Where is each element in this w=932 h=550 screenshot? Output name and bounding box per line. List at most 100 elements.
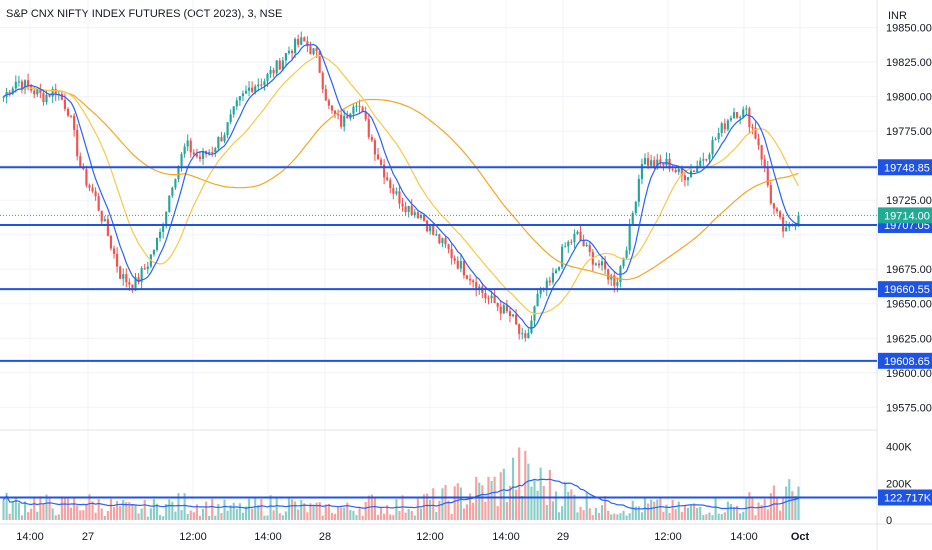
candle-body[interactable] <box>505 305 508 312</box>
candle-body[interactable] <box>211 152 214 154</box>
candle-body[interactable] <box>674 169 677 173</box>
candle-body[interactable] <box>73 115 76 130</box>
candle-body[interactable] <box>631 213 634 225</box>
candle-body[interactable] <box>180 154 183 167</box>
candle-body[interactable] <box>395 191 398 194</box>
candle-body[interactable] <box>143 268 146 270</box>
candle-body[interactable] <box>17 81 20 83</box>
candle-body[interactable] <box>183 146 186 155</box>
candle-body[interactable] <box>155 237 159 251</box>
candle-body[interactable] <box>508 311 512 317</box>
candle-body[interactable] <box>711 140 714 155</box>
candle-body[interactable] <box>198 156 202 159</box>
candle-body[interactable] <box>717 132 720 140</box>
candle-body[interactable] <box>103 219 106 222</box>
candle-body[interactable] <box>742 109 745 118</box>
candle-body[interactable] <box>79 156 82 167</box>
candle-body[interactable] <box>699 160 702 167</box>
candle-body[interactable] <box>367 119 370 137</box>
candle-body[interactable] <box>450 249 453 259</box>
candle-body[interactable] <box>518 324 521 334</box>
candle-body[interactable] <box>530 320 533 334</box>
candle-body[interactable] <box>223 135 226 142</box>
candle-body[interactable] <box>131 284 134 291</box>
candle-body[interactable] <box>524 333 527 338</box>
candle-body[interactable] <box>128 282 131 285</box>
candle-body[interactable] <box>340 114 343 127</box>
candle-body[interactable] <box>33 90 36 95</box>
candle-body[interactable] <box>330 105 334 111</box>
candle-body[interactable] <box>106 219 109 236</box>
candle-body[interactable] <box>413 212 416 216</box>
candle-body[interactable] <box>321 72 324 90</box>
candle-body[interactable] <box>85 169 88 186</box>
candle-body[interactable] <box>582 240 585 247</box>
candle-body[interactable] <box>171 187 174 196</box>
candle-body[interactable] <box>714 139 717 141</box>
candle-body[interactable] <box>158 231 162 238</box>
candle-body[interactable] <box>594 263 597 265</box>
candle-body[interactable] <box>309 46 312 55</box>
candle-body[interactable] <box>422 214 426 221</box>
candle-body[interactable] <box>303 37 306 42</box>
candle-body[interactable] <box>557 267 561 271</box>
candle-body[interactable] <box>312 48 315 55</box>
candle-body[interactable] <box>112 248 116 254</box>
candle-body[interactable] <box>462 261 465 276</box>
candle-body[interactable] <box>11 88 14 95</box>
candle-body[interactable] <box>625 250 628 258</box>
candle-body[interactable] <box>567 241 570 247</box>
candle-body[interactable] <box>438 234 441 244</box>
candle-body[interactable] <box>109 235 113 249</box>
candle-body[interactable] <box>257 84 260 87</box>
candle-body[interactable] <box>646 158 650 166</box>
candle-body[interactable] <box>484 293 487 299</box>
candle-body[interactable] <box>272 70 275 74</box>
candle-body[interactable] <box>168 195 171 212</box>
candle-body[interactable] <box>441 238 444 244</box>
candle-body[interactable] <box>247 87 251 91</box>
candle-body[interactable] <box>600 261 604 266</box>
candle-body[interactable] <box>683 175 686 181</box>
candle-body[interactable] <box>51 88 54 97</box>
candle-body[interactable] <box>732 112 736 119</box>
candle-body[interactable] <box>358 106 361 108</box>
candle-body[interactable] <box>232 106 235 115</box>
candle-body[interactable] <box>751 127 754 129</box>
candle-body[interactable] <box>36 89 39 95</box>
candle-body[interactable] <box>14 81 17 89</box>
candle-body[interactable] <box>346 115 349 119</box>
candle-body[interactable] <box>493 295 496 304</box>
candle-body[interactable] <box>266 73 269 82</box>
candle-body[interactable] <box>217 137 220 149</box>
candle-body[interactable] <box>146 266 149 269</box>
candle-body[interactable] <box>723 123 726 130</box>
candle-body[interactable] <box>496 303 499 307</box>
candle-body[interactable] <box>570 241 573 243</box>
candle-body[interactable] <box>23 80 27 90</box>
candle-body[interactable] <box>177 166 180 180</box>
candle-body[interactable] <box>453 258 456 261</box>
candle-body[interactable] <box>511 314 515 317</box>
candle-body[interactable] <box>315 48 318 52</box>
candle-body[interactable] <box>748 108 751 128</box>
candle-body[interactable] <box>671 168 674 170</box>
candle-body[interactable] <box>306 41 309 47</box>
candle-body[interactable] <box>588 244 591 253</box>
candle-body[interactable] <box>278 60 281 70</box>
candle-body[interactable] <box>643 158 647 165</box>
candle-body[interactable] <box>251 87 254 92</box>
candle-body[interactable] <box>42 93 45 103</box>
candle-body[interactable] <box>702 159 705 161</box>
candle-body[interactable] <box>373 140 376 155</box>
candle-body[interactable] <box>616 282 619 286</box>
candle-body[interactable] <box>797 215 800 226</box>
candle-body[interactable] <box>772 203 775 209</box>
candle-body[interactable] <box>490 295 493 299</box>
candle-body[interactable] <box>487 298 490 300</box>
candle-body[interactable] <box>152 250 156 255</box>
candle-body[interactable] <box>195 154 198 157</box>
candle-body[interactable] <box>788 224 791 228</box>
candle-body[interactable] <box>8 91 11 95</box>
